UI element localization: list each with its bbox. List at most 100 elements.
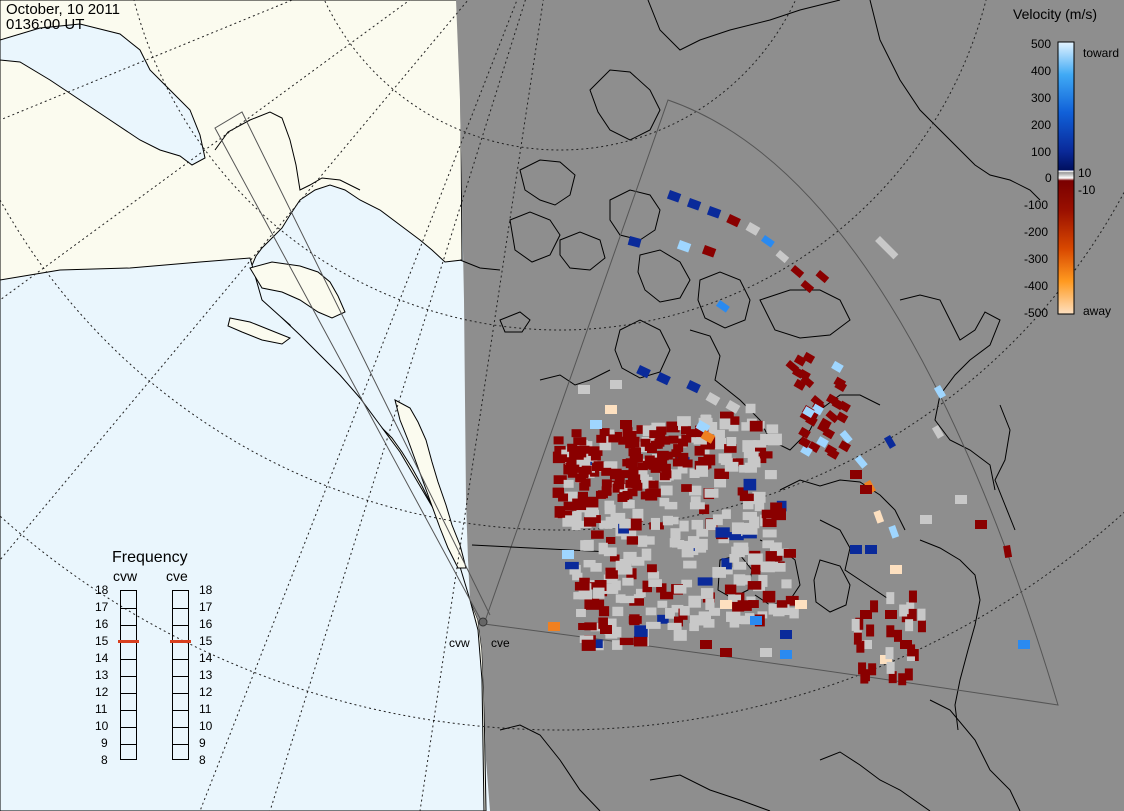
scatter-cell <box>574 581 590 591</box>
scatter-cell <box>666 469 682 480</box>
scatter-cell <box>656 372 671 386</box>
scatter-cell <box>667 622 682 630</box>
scatter-cell <box>733 561 747 570</box>
scatter-cell <box>815 270 830 284</box>
scatter-cell <box>610 512 626 524</box>
scatter-cell <box>677 466 688 474</box>
scatter-cell <box>656 583 667 593</box>
frequency-tick-label: 15 <box>95 634 109 648</box>
frequency-radar-cvw: cvw <box>113 568 138 584</box>
scatter-cell <box>854 454 868 469</box>
scatter-cell <box>599 440 612 451</box>
scatter-cell <box>683 560 697 569</box>
scatter-cell <box>681 426 692 435</box>
scatter-cell <box>642 580 652 593</box>
cve-fov <box>483 99 1059 706</box>
scatter-cell <box>681 547 694 558</box>
scatter-cell <box>588 446 603 456</box>
scatter-cell <box>596 434 607 443</box>
scatter-cell <box>554 445 566 454</box>
frequency-tick-label: 13 <box>199 668 213 682</box>
scatter-cell <box>622 499 635 509</box>
scatter-cell <box>917 620 926 633</box>
scatter-cell <box>617 567 633 575</box>
scatter-cell <box>736 575 751 585</box>
scatter-cell <box>712 514 723 526</box>
scatter-cell <box>758 575 768 587</box>
scatter-cell <box>739 464 751 473</box>
scatter-cell <box>789 607 799 619</box>
scatter-cell <box>745 403 756 414</box>
scatter-cell <box>552 487 565 498</box>
scatter-cell <box>561 449 574 458</box>
scatter-cell <box>688 595 701 608</box>
scatter-cell <box>581 466 592 475</box>
scatter-cell <box>628 466 639 475</box>
scatter-cell <box>747 581 762 590</box>
scatter-cell <box>576 457 591 468</box>
scatter-cell <box>741 422 752 431</box>
scatter-cell <box>637 535 648 547</box>
scatter-cell <box>640 438 651 447</box>
scatter-cell <box>704 488 719 498</box>
scatter-cell <box>625 458 638 469</box>
scatter-cell <box>762 590 776 603</box>
scatter-cell <box>620 470 631 479</box>
scatter-cell <box>646 564 657 573</box>
pacific-ocean <box>0 257 485 811</box>
scatter-cell <box>793 354 807 367</box>
night-side-shading <box>456 0 1124 811</box>
scatter-cell <box>637 462 648 471</box>
scatter-cell <box>633 594 644 602</box>
scatter-cell <box>625 440 636 449</box>
scatter-cell <box>816 436 829 449</box>
scatter-cell <box>729 532 744 541</box>
scatter-cell <box>721 558 732 570</box>
scatter-cell <box>714 468 730 479</box>
scatter-cell <box>819 417 832 430</box>
scatter-cell <box>648 480 659 489</box>
scatter-cell <box>656 426 667 435</box>
scatter-cell <box>624 432 635 441</box>
velocity-toward-label: toward <box>1083 46 1120 60</box>
scatter-cell <box>615 594 626 603</box>
scatter-cell <box>743 450 759 458</box>
scatter-cell <box>695 425 709 438</box>
scatter-cell <box>603 547 617 557</box>
scatter-cell <box>900 640 912 649</box>
scatter-cell <box>724 584 737 595</box>
frequency-radar-cve: cve <box>166 568 188 584</box>
scatter-cell <box>567 443 578 452</box>
scatter-cell <box>583 453 598 462</box>
scatter-cell <box>592 639 603 649</box>
scatter-cell <box>703 619 715 628</box>
scatter-cell <box>619 484 634 496</box>
scatter-cell <box>590 420 602 429</box>
scatter-cell <box>572 498 587 511</box>
scatter-cell <box>714 478 727 488</box>
scatter-cell <box>652 440 663 449</box>
scatter-cell <box>725 400 741 414</box>
scatter-cell <box>691 519 704 530</box>
velocity-away-label: away <box>1083 304 1112 318</box>
scatter-cell <box>885 647 894 660</box>
scatter-cell <box>584 508 597 518</box>
scatter-cell <box>807 441 821 454</box>
scatter-cell <box>673 629 687 641</box>
scatter-cell <box>749 516 760 529</box>
scatter-cell <box>760 433 772 445</box>
scatter-cell <box>578 491 589 500</box>
scatter-cell <box>726 214 741 228</box>
scatter-cell <box>742 440 757 453</box>
scatter-cell <box>681 579 693 588</box>
scatter-cell <box>705 421 718 434</box>
scatter-cell <box>742 522 758 535</box>
radar-site-marker <box>478 617 488 627</box>
scatter-cell <box>883 435 896 449</box>
scatter-cell <box>834 380 848 393</box>
scatter-cell <box>865 545 877 554</box>
scatter-cell <box>769 552 779 561</box>
scatter-cell <box>720 457 736 465</box>
